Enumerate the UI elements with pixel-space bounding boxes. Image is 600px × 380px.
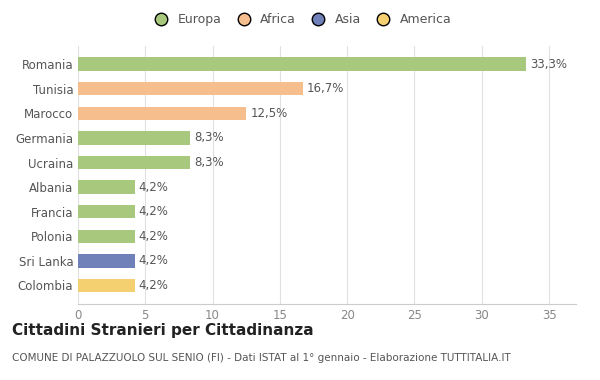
Bar xyxy=(78,279,134,292)
Text: 4,2%: 4,2% xyxy=(139,279,169,292)
Text: 4,2%: 4,2% xyxy=(139,254,169,268)
Text: Cittadini Stranieri per Cittadinanza: Cittadini Stranieri per Cittadinanza xyxy=(12,323,314,338)
Bar xyxy=(78,82,303,95)
Bar xyxy=(78,57,526,71)
Text: 4,2%: 4,2% xyxy=(139,180,169,193)
Text: 12,5%: 12,5% xyxy=(250,107,287,120)
Text: 4,2%: 4,2% xyxy=(139,230,169,243)
Bar xyxy=(78,180,134,194)
Text: COMUNE DI PALAZZUOLO SUL SENIO (FI) - Dati ISTAT al 1° gennaio - Elaborazione TU: COMUNE DI PALAZZUOLO SUL SENIO (FI) - Da… xyxy=(12,353,511,363)
Bar xyxy=(78,254,134,268)
Bar xyxy=(78,131,190,145)
Text: 33,3%: 33,3% xyxy=(530,58,567,71)
Bar xyxy=(78,230,134,243)
Legend: Europa, Africa, Asia, America: Europa, Africa, Asia, America xyxy=(143,8,457,31)
Bar xyxy=(78,205,134,218)
Text: 16,7%: 16,7% xyxy=(307,82,344,95)
Bar xyxy=(78,156,190,169)
Text: 4,2%: 4,2% xyxy=(139,205,169,218)
Text: 8,3%: 8,3% xyxy=(194,156,223,169)
Text: 8,3%: 8,3% xyxy=(194,131,223,144)
Bar xyxy=(78,106,246,120)
